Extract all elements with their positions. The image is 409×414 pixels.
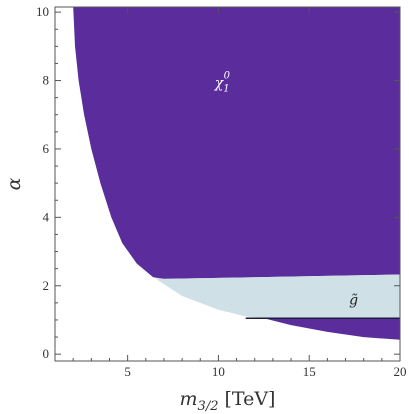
neutralino-subscript: 1 (223, 83, 229, 94)
neutralino-lower-region (263, 318, 400, 340)
y-axis-label: α (3, 177, 25, 190)
y-tick-label: 8 (43, 73, 50, 88)
x-tick-label: 5 (124, 364, 131, 379)
y-axis-label-text: α (3, 177, 25, 190)
gluino-region-label: g̃ (349, 293, 358, 309)
x-axis-label-main: m (180, 388, 198, 410)
neutralino-superscript: 0 (224, 70, 231, 81)
y-tick-label: 10 (36, 4, 49, 19)
y-tick-label: 0 (43, 346, 50, 361)
neutralino-region-label: χ1 0 (214, 70, 231, 94)
y-tick-label: 2 (43, 278, 50, 293)
plot-frame (54, 6, 401, 362)
gluino-region (154, 274, 400, 319)
neutralino-region (73, 7, 400, 279)
y-tick-label: 4 (43, 209, 50, 224)
x-tick-label: 10 (212, 364, 225, 379)
neutralino-symbol: χ (214, 75, 225, 91)
y-tick-label: 6 (43, 141, 50, 156)
x-axis-label-unit: [TeV] (224, 388, 275, 410)
x-axis-label: m3/2 [TeV] (180, 388, 276, 414)
x-tick-label: 15 (303, 364, 316, 379)
plot-regions (73, 7, 400, 340)
x-tick-label: 20 (394, 364, 407, 379)
x-axis-label-sub: 3/2 (198, 399, 219, 414)
